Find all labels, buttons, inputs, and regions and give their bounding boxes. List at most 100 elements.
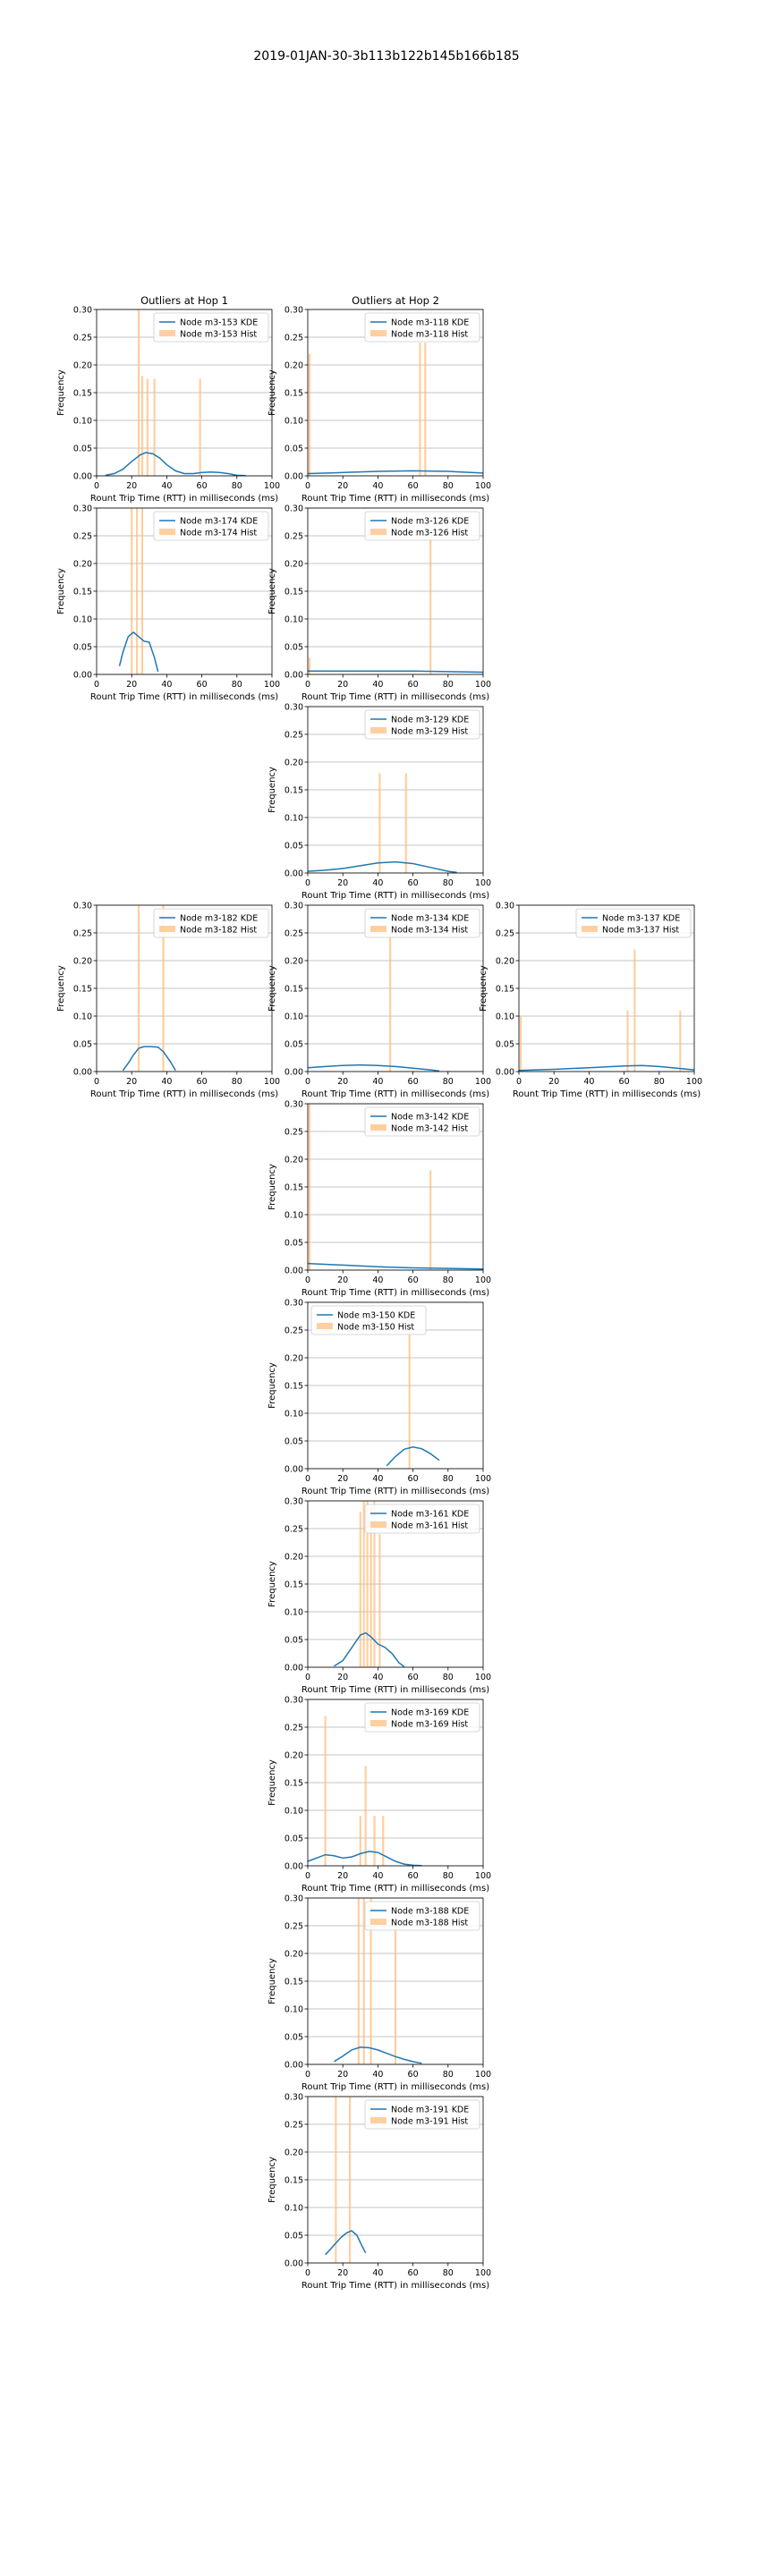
y-tick-label: 0.25: [285, 2121, 303, 2131]
x-tick-label: 20: [337, 1275, 348, 1285]
legend-hist-swatch: [370, 330, 386, 336]
legend-kde-label: Node m3-188 KDE: [391, 1907, 469, 1917]
x-tick-label: 100: [475, 1871, 491, 1881]
legend-hist-label: Node m3-150 Hist: [337, 1323, 414, 1333]
legend: Node m3-126 KDE Node m3-126 Hist: [364, 511, 480, 541]
y-tick-label: 0.30: [496, 902, 514, 911]
y-tick-label: 0.15: [285, 389, 303, 399]
x-tick-label: 80: [443, 878, 454, 888]
hist-bar: [378, 1534, 381, 1667]
kde-line: [307, 1063, 440, 1072]
x-tick-label: 0: [305, 1871, 310, 1881]
kde-line: [333, 1631, 405, 1668]
x-tick-label: 100: [475, 1673, 491, 1682]
legend: Node m3-137 KDE Node m3-137 Hist: [575, 908, 692, 938]
x-tick-label: 80: [654, 1077, 665, 1087]
x-axis-label: Rount Trip Time (RTT) in milliseconds (m…: [90, 1089, 278, 1099]
x-tick-label: 80: [232, 481, 242, 491]
x-tick-label: 20: [126, 1077, 137, 1087]
axes-frame: [307, 1500, 484, 1668]
y-tick-label: 0.10: [73, 417, 92, 427]
axes-frame: [307, 1897, 484, 2065]
y-tick-label: 0.00: [285, 1664, 303, 1674]
x-tick-label: 20: [337, 1077, 348, 1087]
y-tick-label: 0.10: [285, 1807, 303, 1817]
y-tick-label: 0.05: [285, 445, 303, 454]
legend-box: [310, 1305, 427, 1335]
y-tick-label: 0.20: [285, 1553, 303, 1563]
x-tick-label: 0: [94, 1077, 99, 1087]
y-tick-label: 0.20: [285, 2148, 303, 2158]
x-tick-label: 20: [548, 1077, 559, 1087]
x-tick-label: 40: [372, 1474, 383, 1484]
x-tick-label: 80: [443, 1673, 454, 1682]
hist-bar: [429, 1170, 432, 1270]
x-tick-label: 0: [305, 878, 310, 888]
subplot-14: 0.00 0.05 0.10 0.15 0.20 0.25 0.30 0 20 40 60 80 100…: [268, 2093, 491, 2292]
figure-title: 2019-01JAN-30-3b113b122b145b166b185: [253, 49, 520, 64]
legend-hist-swatch: [370, 1124, 386, 1131]
y-tick-label: 0.30: [285, 504, 303, 514]
legend-box: [364, 908, 480, 938]
x-tick-label: 40: [372, 680, 383, 690]
subplot-1: 0.00 0.05 0.10 0.15 0.20 0.25 0.30 0 20 40 60 80 100…: [56, 294, 280, 504]
y-tick-label: 0.30: [285, 2093, 303, 2103]
legend-box: [153, 312, 269, 343]
y-tick-label: 0.20: [285, 560, 303, 570]
y-tick-label: 0.15: [285, 1978, 303, 1987]
legend-box: [364, 312, 480, 343]
legend: Node m3-118 KDE Node m3-118 Hist: [364, 312, 480, 343]
x-tick-label: 60: [408, 1871, 419, 1881]
legend-kde-label: Node m3-174 KDE: [180, 517, 258, 527]
y-tick-label: 0.05: [285, 1239, 303, 1249]
legend-hist-swatch: [370, 1919, 386, 1925]
y-tick-label: 0.25: [73, 334, 92, 343]
legend-hist-label: Node m3-161 Hist: [391, 1521, 468, 1531]
axes-frame: [307, 706, 484, 874]
x-tick-label: 0: [305, 2268, 310, 2278]
hist-bar: [153, 378, 156, 476]
y-tick-label: 0.05: [285, 1437, 303, 1447]
y-tick-label: 0.00: [285, 1267, 303, 1276]
legend-hist-swatch: [370, 727, 386, 733]
legend-hist-swatch: [582, 926, 598, 932]
hist-bar: [335, 2097, 337, 2263]
x-tick-label: 40: [583, 1077, 594, 1087]
hist-bar: [140, 376, 144, 476]
y-tick-label: 0.00: [285, 2259, 303, 2269]
x-axis-label: Rount Trip Time (RTT) in milliseconds (m…: [513, 1089, 701, 1099]
axes-frame: [307, 1301, 484, 1470]
y-tick-label: 0.25: [285, 334, 303, 343]
axes-frame: [96, 507, 273, 675]
hist-bar: [140, 508, 144, 674]
subplot-6: 0.00 0.05 0.10 0.15 0.20 0.25 0.30 0 20 40 60 80 100…: [56, 902, 280, 1100]
x-tick-label: 40: [372, 1871, 383, 1881]
x-tick-label: 0: [305, 1077, 310, 1087]
x-tick-label: 100: [686, 1077, 702, 1087]
y-tick-label: 0.30: [285, 1299, 303, 1309]
legend-kde-label: Node m3-153 KDE: [180, 318, 258, 328]
hist-bar: [359, 1512, 361, 1667]
legend-hist-label: Node m3-142 Hist: [391, 1124, 468, 1134]
axes-frame: [518, 904, 695, 1072]
x-tick-label: 100: [264, 481, 280, 491]
x-tick-label: 20: [337, 1474, 348, 1484]
x-tick-label: 40: [161, 680, 172, 690]
legend-kde-label: Node m3-129 KDE: [391, 716, 469, 725]
legend-box: [364, 709, 480, 740]
hist-bar: [364, 1766, 367, 1866]
x-tick-label: 20: [337, 878, 348, 888]
y-tick-label: 0.10: [285, 1013, 303, 1022]
legend-kde-label: Node m3-191 KDE: [391, 2106, 469, 2115]
legend-box: [364, 511, 480, 541]
x-axis-label: Rount Trip Time (RTT) in milliseconds (m…: [302, 1089, 489, 1099]
legend-hist-label: Node m3-153 Hist: [180, 330, 257, 340]
legend-hist-swatch: [370, 529, 386, 535]
x-tick-label: 40: [372, 481, 383, 491]
x-tick-label: 0: [305, 1275, 310, 1285]
hist-bar: [366, 1501, 369, 1667]
y-tick-label: 0.30: [73, 902, 92, 911]
subplot-13: 0.00 0.05 0.10 0.15 0.20 0.25 0.30 0 20 40 60 80 100…: [268, 1894, 491, 2093]
x-tick-label: 80: [443, 1275, 454, 1285]
y-tick-label: 0.05: [496, 1040, 514, 1050]
